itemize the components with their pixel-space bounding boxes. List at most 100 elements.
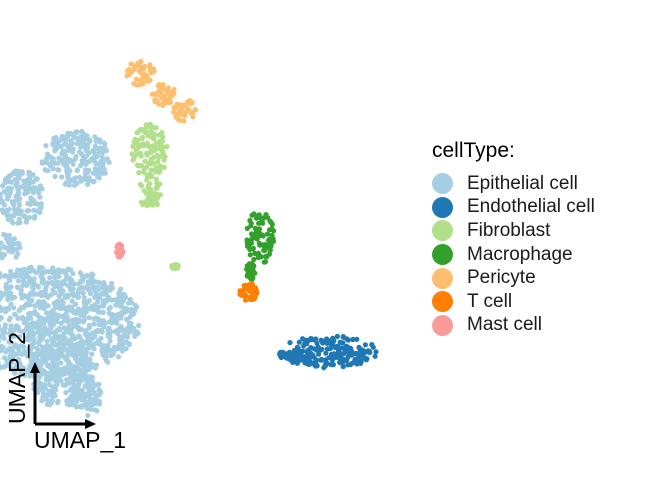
cell-point bbox=[38, 335, 44, 341]
cell-point bbox=[75, 294, 82, 300]
cell-point bbox=[8, 358, 14, 364]
cell-point bbox=[67, 306, 73, 313]
cell-point bbox=[291, 347, 297, 354]
cell-point bbox=[177, 110, 183, 116]
cell-point bbox=[261, 247, 267, 253]
cell-point bbox=[161, 93, 167, 99]
cell-point bbox=[47, 275, 53, 281]
cell-point bbox=[74, 343, 80, 349]
cell-point bbox=[249, 231, 255, 237]
cell-point bbox=[69, 349, 75, 355]
cell-point bbox=[133, 76, 140, 82]
cell-point bbox=[46, 390, 52, 396]
cell-point bbox=[56, 377, 62, 383]
cell-point bbox=[37, 269, 43, 275]
cell-point bbox=[153, 91, 159, 97]
x-axis-label: UMAP_1 bbox=[34, 427, 126, 453]
cell-point bbox=[56, 138, 62, 144]
cell-point bbox=[360, 347, 366, 353]
legend-item: Endothelial cell bbox=[432, 196, 595, 220]
legend-key bbox=[432, 220, 453, 242]
cell-point bbox=[92, 143, 98, 149]
cell-point bbox=[174, 101, 180, 107]
cell-point bbox=[6, 192, 12, 199]
cell-point bbox=[45, 377, 51, 383]
cell-point bbox=[26, 169, 32, 175]
cell-point bbox=[43, 269, 49, 275]
cell-point bbox=[175, 116, 181, 122]
cell-point bbox=[148, 128, 154, 135]
cell-point bbox=[15, 324, 21, 330]
cell-point bbox=[4, 211, 10, 218]
cell-point bbox=[70, 146, 76, 152]
cell-point bbox=[126, 341, 132, 348]
cell-point bbox=[81, 391, 87, 397]
cell-point bbox=[84, 170, 90, 176]
cell-point bbox=[96, 381, 102, 387]
cell-point bbox=[36, 373, 42, 379]
cell-point bbox=[44, 397, 50, 403]
cell-point bbox=[258, 254, 264, 260]
cell-point bbox=[113, 328, 119, 334]
cell-point bbox=[118, 342, 124, 348]
cell-point bbox=[86, 391, 92, 397]
cell-point bbox=[0, 251, 5, 257]
cell-point bbox=[249, 276, 255, 282]
cell-point bbox=[147, 62, 153, 68]
cell-point bbox=[118, 286, 124, 292]
cell-point bbox=[372, 353, 378, 359]
cell-point bbox=[87, 395, 93, 401]
cell-point bbox=[11, 305, 17, 311]
cell-point bbox=[132, 333, 138, 339]
cell-point bbox=[75, 372, 82, 379]
cell-point bbox=[76, 281, 82, 287]
legend-key bbox=[432, 267, 453, 289]
cell-point bbox=[37, 301, 43, 307]
cell-point bbox=[9, 331, 15, 337]
cell-point bbox=[26, 274, 32, 280]
cell-point bbox=[138, 150, 144, 156]
cell-point bbox=[158, 163, 164, 169]
cell-point bbox=[30, 198, 36, 204]
cell-point bbox=[35, 380, 41, 386]
cell-point bbox=[0, 274, 3, 280]
cell-point bbox=[250, 245, 256, 251]
cell-point bbox=[120, 338, 126, 344]
cell-point bbox=[7, 277, 13, 283]
cell-point bbox=[137, 181, 144, 187]
cell-point bbox=[89, 335, 95, 341]
cell-point bbox=[12, 177, 18, 183]
cell-point bbox=[39, 293, 45, 299]
cell-point bbox=[105, 327, 111, 333]
cell-point bbox=[64, 276, 70, 282]
cell-point bbox=[25, 334, 31, 340]
cell-point bbox=[90, 149, 97, 155]
cell-point bbox=[249, 261, 255, 267]
legend-item: Fibroblast bbox=[432, 219, 595, 243]
cell-point bbox=[91, 178, 97, 184]
cell-point bbox=[43, 352, 49, 358]
cell-point bbox=[107, 319, 113, 325]
cell-point bbox=[330, 338, 336, 344]
cell-point bbox=[52, 370, 58, 376]
cell-point bbox=[256, 240, 263, 247]
cell-point bbox=[124, 334, 131, 340]
cell-point bbox=[250, 269, 256, 275]
legend-title: cellType: bbox=[432, 139, 515, 162]
cell-point bbox=[46, 382, 53, 388]
cell-point bbox=[0, 339, 1, 344]
cell-point bbox=[44, 338, 50, 344]
cell-point bbox=[71, 182, 78, 188]
cell-point bbox=[13, 182, 19, 188]
cell-point bbox=[79, 284, 86, 290]
cell-point bbox=[89, 379, 96, 385]
cell-point bbox=[67, 380, 73, 386]
cell-point bbox=[334, 333, 340, 339]
cell-point bbox=[21, 320, 27, 326]
cell-point bbox=[82, 364, 88, 370]
cell-point bbox=[344, 357, 350, 363]
cell-point bbox=[94, 362, 100, 368]
cell-point bbox=[34, 176, 40, 182]
cell-point bbox=[128, 61, 134, 67]
cell-point bbox=[164, 144, 170, 150]
